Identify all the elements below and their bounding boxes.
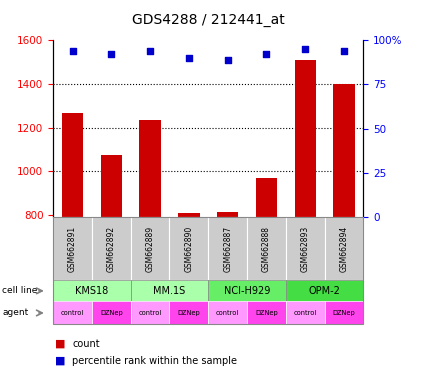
- Text: DZNep: DZNep: [100, 310, 123, 316]
- Bar: [101, 155, 122, 217]
- Bar: [295, 60, 316, 217]
- Text: DZNep: DZNep: [333, 310, 355, 316]
- Text: control: control: [61, 310, 84, 316]
- Bar: [178, 213, 199, 217]
- Point: [263, 51, 270, 58]
- Text: GSM662892: GSM662892: [107, 225, 116, 272]
- Text: control: control: [216, 310, 239, 316]
- Text: agent: agent: [2, 308, 28, 318]
- Text: GSM662888: GSM662888: [262, 226, 271, 271]
- Text: GDS4288 / 212441_at: GDS4288 / 212441_at: [132, 13, 285, 27]
- Point: [340, 48, 347, 54]
- Point: [224, 57, 231, 63]
- Text: DZNep: DZNep: [255, 310, 278, 316]
- Text: count: count: [72, 339, 100, 349]
- Text: GSM662887: GSM662887: [223, 225, 232, 272]
- Bar: [217, 212, 238, 217]
- Point: [302, 46, 309, 52]
- Point: [147, 48, 153, 54]
- Text: OPM-2: OPM-2: [309, 286, 340, 296]
- Text: MM.1S: MM.1S: [153, 286, 186, 296]
- Text: KMS18: KMS18: [75, 286, 108, 296]
- Text: GSM662891: GSM662891: [68, 225, 77, 272]
- Point: [69, 48, 76, 54]
- Text: control: control: [294, 310, 317, 316]
- Text: ■: ■: [55, 339, 66, 349]
- Point: [108, 51, 115, 58]
- Text: GSM662894: GSM662894: [340, 225, 348, 272]
- Text: GSM662890: GSM662890: [184, 225, 193, 272]
- Bar: [333, 84, 354, 217]
- Text: GSM662889: GSM662889: [146, 225, 155, 272]
- Text: control: control: [139, 310, 162, 316]
- Text: NCI-H929: NCI-H929: [224, 286, 270, 296]
- Bar: [139, 120, 161, 217]
- Bar: [256, 178, 277, 217]
- Text: DZNep: DZNep: [178, 310, 200, 316]
- Point: [185, 55, 192, 61]
- Text: ■: ■: [55, 356, 66, 366]
- Text: GSM662893: GSM662893: [301, 225, 310, 272]
- Text: percentile rank within the sample: percentile rank within the sample: [72, 356, 237, 366]
- Bar: [62, 113, 83, 217]
- Text: cell line: cell line: [2, 286, 37, 295]
